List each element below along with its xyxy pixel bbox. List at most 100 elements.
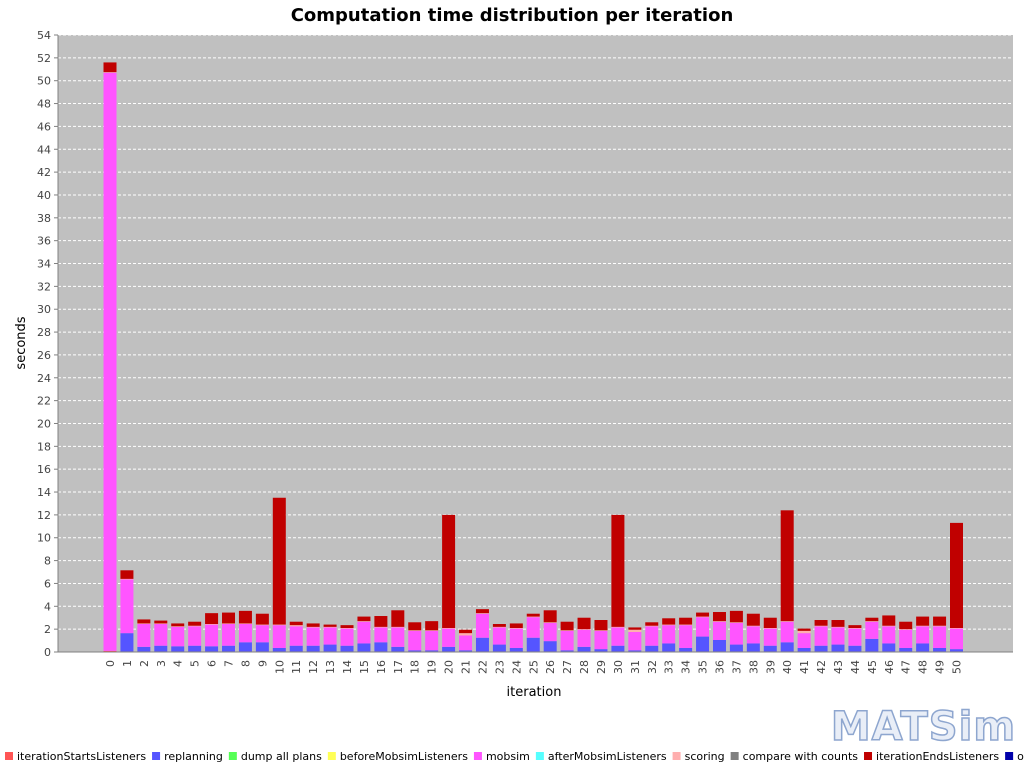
bar-segment <box>899 621 913 630</box>
legend-item: compare with counts <box>730 750 858 763</box>
bar-segment <box>391 626 405 628</box>
bar-segment <box>899 629 913 630</box>
x-tick-label: 33 <box>663 660 676 674</box>
legend-swatch <box>864 752 873 760</box>
x-tick-label: 27 <box>561 660 574 674</box>
bar-segment <box>611 645 625 652</box>
x-tick-label: 24 <box>510 660 523 674</box>
y-tick-label: 12 <box>37 509 51 522</box>
x-tick-label: 8 <box>239 660 252 667</box>
legend-item: scoring <box>672 750 725 763</box>
bar-segment <box>154 624 168 646</box>
bar-segment <box>442 514 456 629</box>
bar-segment <box>408 630 422 651</box>
legend-item: replanning <box>152 750 223 763</box>
bar-segment <box>543 622 557 623</box>
bar-segment <box>594 649 608 652</box>
bar-segment <box>882 643 896 652</box>
bar-segment <box>171 646 185 652</box>
bar-segment <box>729 622 743 645</box>
y-tick-label: 36 <box>37 235 51 248</box>
y-tick-label: 2 <box>44 623 51 636</box>
x-tick-label: 29 <box>595 660 608 674</box>
x-tick-label: 49 <box>934 660 947 674</box>
bar-segment <box>323 624 337 627</box>
bar-segment <box>289 645 303 652</box>
bar-segment <box>357 621 371 644</box>
bar-segment <box>865 638 879 652</box>
x-tick-label: 18 <box>409 660 422 674</box>
bar-segment <box>696 617 710 637</box>
legend-item: beforeMobsimListeners <box>327 750 468 763</box>
bar-segment <box>729 610 743 623</box>
x-tick-label: 45 <box>866 660 879 674</box>
bar-segment <box>289 621 303 626</box>
y-tick-label: 0 <box>44 646 51 659</box>
bar-segment <box>746 626 760 644</box>
bar-segment <box>628 632 642 651</box>
bar-segment <box>712 612 726 622</box>
bar-segment <box>475 613 489 614</box>
x-tick-label: 4 <box>172 660 185 667</box>
bar-segment <box>120 579 134 634</box>
y-tick-label: 38 <box>37 212 51 225</box>
bar-segment <box>222 623 236 625</box>
x-tick-label: 3 <box>155 660 168 667</box>
bar-segment <box>679 648 693 652</box>
legend-item: other <box>1005 750 1024 763</box>
bar-segment <box>594 630 608 631</box>
bar-segment <box>425 630 439 631</box>
bar-segment <box>492 626 506 628</box>
bar-segment <box>340 645 354 652</box>
bar-segment <box>374 626 388 628</box>
bar-segment <box>306 626 320 628</box>
bar-segment <box>459 650 473 652</box>
x-tick-label: 37 <box>730 660 743 674</box>
bar-segment <box>865 621 879 639</box>
y-tick-label: 44 <box>37 143 51 156</box>
bar-segment <box>916 626 930 644</box>
legend-swatch <box>672 752 681 760</box>
bar-segment <box>933 625 947 627</box>
bar-segment <box>272 625 286 649</box>
legend-swatch <box>228 752 237 760</box>
legend-swatch <box>535 752 544 760</box>
bar-segment <box>509 648 523 652</box>
bar-segment <box>171 626 185 627</box>
legend-label: iterationEndsListeners <box>876 750 999 763</box>
y-tick-label: 16 <box>37 463 51 476</box>
bar-segment <box>746 643 760 652</box>
bar-segment <box>662 624 676 626</box>
bar-segment <box>611 514 625 627</box>
bar-segment <box>780 621 794 643</box>
bar-segment <box>238 642 252 652</box>
legend-item: iterationStartsListeners <box>5 750 146 763</box>
bar-segment <box>137 624 151 647</box>
x-tick-label: 17 <box>392 660 405 674</box>
legend-swatch <box>473 752 482 760</box>
x-axis-ticks: 0 1 2 3 4 5 6 7 8 9 10 11 12 13 14 15 16 17 18 19 20 21 22 23 24… <box>104 660 964 674</box>
bar-segment <box>831 644 845 652</box>
legend-label: other <box>1017 750 1024 763</box>
bar-segment <box>712 621 726 641</box>
bar-segment <box>238 623 252 625</box>
bar-segment <box>560 630 574 651</box>
bar-segment <box>425 621 439 631</box>
bar-segment <box>188 621 202 626</box>
bar-segment <box>442 646 456 652</box>
bar-segment <box>205 613 219 625</box>
bar-segment <box>475 637 489 652</box>
bar-segment <box>459 629 473 634</box>
bar-segment <box>848 628 862 629</box>
bar-segment <box>509 628 523 649</box>
bar-segment <box>120 578 134 580</box>
bar-segment <box>746 625 760 627</box>
bar-segment <box>712 640 726 652</box>
bar-segment <box>628 629 642 633</box>
bar-segment <box>459 635 473 651</box>
bar-segment <box>492 624 506 627</box>
legend-label: dump all plans <box>241 750 322 763</box>
bar-segment <box>306 645 320 652</box>
bar-segment <box>188 626 202 646</box>
y-tick-label: 28 <box>37 326 51 339</box>
